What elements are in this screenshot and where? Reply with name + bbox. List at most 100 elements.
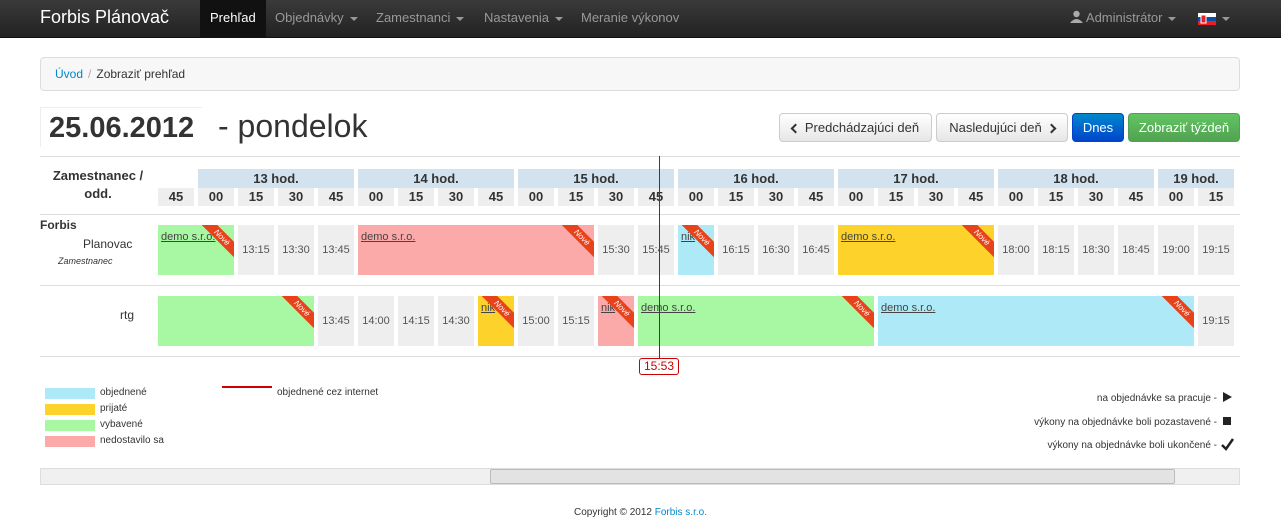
free-slot[interactable]: 18:45	[1118, 225, 1154, 275]
hour-header: 18 hod.	[998, 169, 1154, 188]
nav-item[interactable]: Meranie výkonov	[571, 0, 689, 38]
nav-item[interactable]: Prehľad	[200, 0, 266, 38]
current-time-line	[659, 156, 660, 360]
user-menu[interactable]: Administrátor	[1060, 0, 1186, 38]
new-badge: Nové	[682, 225, 714, 257]
quarter-header: 00	[198, 188, 234, 206]
quarter-header: 15	[1038, 188, 1074, 206]
button-text: Dnes	[1082, 120, 1114, 135]
quarter-header: 00	[998, 188, 1034, 206]
current-time: 15:53	[639, 358, 679, 375]
free-slot[interactable]: 18:30	[1078, 225, 1114, 275]
new-badge: Nové	[202, 225, 234, 257]
quarter-header: 45	[318, 188, 354, 206]
client-name[interactable]: demo s.r.o.	[361, 231, 416, 243]
badge-text: Nové	[1162, 296, 1194, 328]
badge-text: Nové	[482, 296, 514, 328]
free-slot[interactable]: 19:00	[1158, 225, 1194, 275]
quarter-header: 45	[1118, 188, 1154, 206]
badge-text: Nové	[282, 296, 314, 328]
booking[interactable]: demo s.r.o. Nové	[878, 296, 1194, 346]
nav-text: Zamestnanci	[376, 10, 451, 25]
scrollbar-thumb[interactable]	[490, 469, 1175, 484]
quarter-header: 15	[398, 188, 434, 206]
button-text: Predchádzajúci deň	[804, 120, 920, 135]
breadcrumb-current: Zobraziť prehľad	[96, 67, 186, 81]
breadcrumb-link[interactable]: Úvod	[55, 67, 84, 81]
free-slot[interactable]: 16:30	[758, 225, 794, 275]
free-slot[interactable]: 15:45	[638, 225, 674, 275]
client-name[interactable]: demo s.r.o.	[641, 302, 696, 314]
free-slot[interactable]: 19:15	[1198, 296, 1234, 346]
flag	[1198, 12, 1216, 25]
hour-header: 15 hod.	[518, 169, 674, 188]
legend-swatch	[45, 436, 95, 447]
quarter-header: 15	[718, 188, 754, 206]
today-button[interactable]: Dnes	[1072, 113, 1124, 142]
free-slot[interactable]: 14:30	[438, 296, 474, 346]
badge-text: Nové	[842, 296, 874, 328]
booking[interactable]: demo s.r.o. Nové	[838, 225, 994, 275]
badge-text: Nové	[202, 225, 234, 257]
free-slot[interactable]: 18:00	[998, 225, 1034, 275]
free-slot[interactable]: 16:45	[798, 225, 834, 275]
footer: Copyright © 2012 Forbis s.r.o.	[0, 507, 1281, 518]
free-slot[interactable]: 13:30	[278, 225, 314, 275]
legend-label: objednené	[100, 387, 147, 398]
legend-label: prijaté	[100, 403, 128, 414]
free-slot[interactable]: 14:15	[398, 296, 434, 346]
quarter-header: 15	[1198, 188, 1234, 206]
week-button[interactable]: Zobraziť týždeň	[1128, 113, 1240, 142]
button-text: Zobraziť týždeň	[1138, 120, 1230, 135]
free-slot[interactable]: 15:15	[558, 296, 594, 346]
free-slot[interactable]: 13:15	[238, 225, 274, 275]
free-slot[interactable]: 15:30	[598, 225, 634, 275]
client-name[interactable]: demo s.r.o.	[881, 302, 936, 314]
quarter-header: 30	[438, 188, 474, 206]
nav-item[interactable]: Nastavenia	[474, 0, 573, 38]
free-slot[interactable]: 14:00	[358, 296, 394, 346]
language-menu[interactable]	[1188, 0, 1240, 38]
hour-header: 16 hod.	[678, 169, 834, 188]
booking[interactable]: nik Nové	[478, 296, 514, 346]
booking[interactable]: Nové	[158, 296, 314, 346]
free-slot[interactable]: 13:45	[318, 225, 354, 275]
new-badge: Nové	[282, 296, 314, 328]
hour-header: 13 hod.	[198, 169, 354, 188]
nav-text: Objednávky	[275, 10, 344, 25]
brand[interactable]: Forbis Plánovač	[40, 7, 170, 27]
copyright: Copyright © 2012	[574, 507, 652, 518]
nav-item[interactable]: Zamestnanci	[366, 0, 474, 38]
legend-swatch	[45, 420, 95, 431]
new-badge: Nové	[482, 296, 514, 328]
user-icon	[1070, 10, 1083, 23]
date: 25.06.2012	[40, 107, 203, 147]
client-name[interactable]: demo s.r.o.	[841, 231, 896, 243]
free-slot[interactable]: 15:00	[518, 296, 554, 346]
hour-header: 14 hod.	[358, 169, 514, 188]
next-day-button[interactable]: Nasledujúci deň	[936, 113, 1068, 142]
quarter-header: 00	[838, 188, 874, 206]
booking[interactable]: demo s.r.o. Nové	[358, 225, 594, 275]
legend-line	[222, 386, 272, 388]
client-name[interactable]: demo s.r.o.	[161, 231, 216, 243]
quarter-header: 45	[638, 188, 674, 206]
free-slot[interactable]: 16:15	[718, 225, 754, 275]
legend-label: vybavené	[100, 419, 143, 430]
booking[interactable]: nik Nové	[598, 296, 634, 346]
free-slot[interactable]: 18:15	[1038, 225, 1074, 275]
free-slot[interactable]: 19:15	[1198, 225, 1234, 275]
legend-swatch	[45, 404, 95, 415]
booking[interactable]: nik Nové	[678, 225, 714, 275]
row-divider	[40, 285, 1240, 286]
footer-link[interactable]: Forbis s.r.o.	[654, 507, 707, 518]
booking[interactable]: demo s.r.o. Nové	[638, 296, 874, 346]
quarter-header: 00	[1158, 188, 1194, 206]
prev-day-button[interactable]: Predchádzajúci deň	[779, 113, 932, 142]
booking[interactable]: demo s.r.o. Nové	[158, 225, 234, 275]
employee-name: rtg	[120, 308, 135, 322]
quarter-header: 45	[158, 188, 194, 206]
nav-item[interactable]: Objednávky	[265, 0, 368, 38]
badge-text: Nové	[562, 225, 594, 257]
free-slot[interactable]: 13:45	[318, 296, 354, 346]
